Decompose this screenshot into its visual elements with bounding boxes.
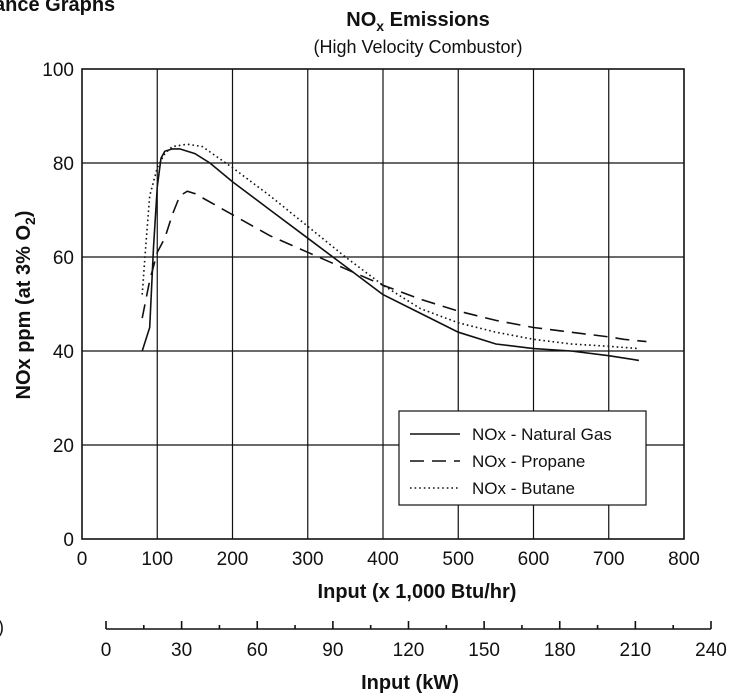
x2-axis: 0 30 60 90 120 150 180 210 240 [101,621,727,661]
x-tick-label: 200 [217,549,249,570]
chart-title-subscript: x [376,18,384,34]
x2-tick-label: 150 [468,640,500,661]
legend-label: NOx - Natural Gas [472,425,612,444]
x2-tick-label: 0 [101,640,112,661]
series-line-solid [141,148,640,362]
series-line-dashed [141,190,647,343]
grid [82,69,684,539]
x2-tick-label: 90 [322,640,343,661]
legend-box [398,410,647,506]
legend-label: NOx - Propane [472,452,585,471]
chart-subtitle: (High Velocity Combustor) [313,37,522,57]
x-tick-label: 100 [141,549,173,570]
y-axis-label-subscript: 2 [22,217,38,225]
y-tick-label: 40 [53,342,74,363]
x-tick-label: 800 [668,549,700,570]
x2-tick-label: 240 [695,640,727,661]
x-tick-label: 700 [593,549,625,570]
y-tick-label: 100 [42,60,74,81]
series-line-dotted [141,143,639,350]
legend-label: NOx - Butane [472,479,575,498]
x2-tick-label: 180 [544,640,576,661]
x-axis-label: Input (x 1,000 Btu/hr) [318,581,517,603]
y-axis-label-main: NOx ppm (at 3% O [13,225,35,399]
x2-tick-label: 30 [171,640,192,661]
y-axis-label-suffix: ) [13,211,35,218]
x2-axis-label: Input (kW) [361,672,459,694]
chart-title-main: NO [346,9,376,31]
plot-frame [81,68,685,540]
x-tick-label: 400 [367,549,399,570]
x2-tick-label: 210 [620,640,652,661]
x-tick-label: 600 [518,549,550,570]
x-tick-label: 300 [292,549,324,570]
y-tick-label: 0 [63,530,74,551]
x2-tick-label: 60 [247,640,268,661]
y-tick-label: 60 [53,248,74,269]
series-layer [141,143,647,362]
legend: NOx - Natural Gas NOx - Propane NOx - Buta… [398,410,647,506]
y-tick-label: 80 [53,154,74,175]
margin-glyph: ) [0,617,4,637]
y-axis-label: NOx ppm (at 3% O2) [13,211,38,400]
y-tick-label: 20 [53,436,74,457]
page-heading: ance Graphs [0,0,115,16]
x-tick-label: 500 [442,549,474,570]
y-tick-labels: 0 20 40 60 80 100 [42,60,74,551]
chart-title: NOx Emissions [346,9,489,34]
chart-title-suffix: Emissions [384,9,490,31]
x2-tick-label: 120 [393,640,425,661]
x-tick-labels: 0 100 200 300 400 500 600 700 800 [77,549,700,570]
x-tick-label: 0 [77,549,88,570]
